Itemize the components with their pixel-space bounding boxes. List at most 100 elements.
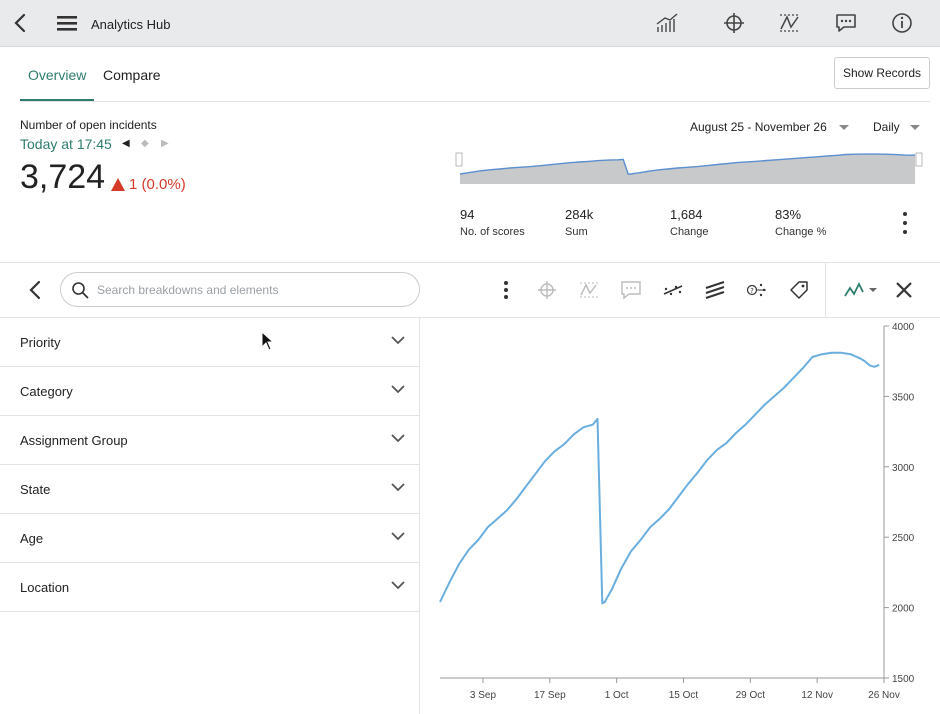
chevron-down-icon <box>391 336 405 345</box>
metric-time: Today at 17:45 <box>20 136 112 152</box>
breakdown-label: Assignment Group <box>20 432 128 448</box>
x-tick-label: 15 Oct <box>669 690 699 701</box>
close-icon[interactable] <box>892 278 916 302</box>
svg-text:?: ? <box>750 287 754 295</box>
stat-value: 284k <box>565 207 594 222</box>
stat-value: 94 <box>460 207 475 222</box>
breakdown-label: Age <box>20 530 44 546</box>
y-tick-label: 4000 <box>892 322 915 333</box>
more-options-icon[interactable] <box>898 212 912 234</box>
chevron-down-icon <box>391 434 405 443</box>
divider <box>825 263 826 317</box>
app-title: Analytics Hub <box>91 17 171 32</box>
breakdown-label: State <box>20 481 51 497</box>
stat-change-percent: 83% Change % <box>775 207 826 238</box>
breakdown-assignment-group[interactable]: Assignment Group <box>0 416 420 465</box>
y-tick-label: 3500 <box>892 392 915 403</box>
comments-icon[interactable] <box>619 278 643 302</box>
comments-icon[interactable] <box>833 10 859 36</box>
metric-label: Number of open incidents <box>20 118 157 132</box>
crosshair-icon[interactable] <box>721 10 747 36</box>
metric-value: 3,724 <box>20 158 106 196</box>
hide-gaps-icon[interactable] <box>703 278 727 302</box>
sparkline[interactable] <box>455 148 925 184</box>
breakdown-category[interactable]: Category <box>0 367 420 416</box>
next-score-icon[interactable]: ▶ <box>161 138 169 149</box>
back-icon[interactable] <box>24 278 48 302</box>
chevron-down-icon <box>391 581 405 590</box>
divider <box>0 317 940 318</box>
more-options-icon[interactable] <box>494 278 518 302</box>
tag-icon[interactable] <box>787 278 811 302</box>
search-input[interactable] <box>97 282 397 297</box>
sparkline-line <box>459 153 916 175</box>
back-icon[interactable] <box>8 10 34 36</box>
line-chart[interactable]: 4000 3500 3000 2500 2000 1500 3 Sep 17 Sep 1 Oct… <box>420 318 940 714</box>
breakdown-priority[interactable]: Priority <box>0 318 420 367</box>
search-icon <box>72 281 89 298</box>
stat-label: Sum <box>565 226 588 238</box>
forecast-icon[interactable] <box>577 278 601 302</box>
sparkline-area <box>460 154 916 184</box>
divider <box>419 318 420 714</box>
stat-label: Change % <box>775 226 827 238</box>
forecast-icon[interactable] <box>777 10 803 36</box>
stat-value: 1,684 <box>670 207 703 222</box>
stat-value: 83% <box>775 207 802 222</box>
show-records-button[interactable]: Show Records <box>834 57 930 89</box>
date-range-value: August 25 - November 26 <box>690 120 827 134</box>
period-select[interactable]: Daily <box>873 120 920 134</box>
x-tick-label: 12 Nov <box>801 690 833 701</box>
current-score-icon[interactable]: ◆ <box>141 138 149 149</box>
range-handle-left[interactable] <box>455 152 463 167</box>
y-tick-label: 2500 <box>892 533 915 544</box>
stat-label: Change <box>670 226 709 238</box>
tab-compare[interactable]: Compare <box>103 66 161 83</box>
previous-score-icon[interactable]: ◀ <box>122 138 130 149</box>
x-tick-label: 3 Sep <box>470 690 497 701</box>
x-tick-label: 1 Oct <box>605 690 629 701</box>
chevron-down-icon <box>838 124 849 130</box>
trendline-icon[interactable] <box>661 278 685 302</box>
breakdown-label: Priority <box>20 334 61 350</box>
breakdown-label: Location <box>20 579 70 595</box>
menu-icon[interactable] <box>54 10 80 36</box>
chevron-down-icon <box>909 124 920 130</box>
range-handle-right[interactable] <box>915 152 923 167</box>
question-scatter-icon[interactable]: ? <box>745 278 769 302</box>
divider <box>20 101 930 102</box>
y-tick-label: 3000 <box>892 463 915 474</box>
mouse-cursor-icon <box>261 331 275 351</box>
date-range-select[interactable]: August 25 - November 26 <box>690 120 849 134</box>
breakdown-age[interactable]: Age <box>0 514 420 563</box>
period-value: Daily <box>873 120 900 134</box>
chevron-down-icon <box>391 483 405 492</box>
metric-change-value: 1 (0.0%) <box>129 176 186 193</box>
y-tick-label: 1500 <box>892 674 915 685</box>
stat-sum: 284k Sum <box>565 207 593 238</box>
stat-label: No. of scores <box>460 226 525 238</box>
divider <box>0 262 940 263</box>
chart-type-select[interactable] <box>843 278 879 302</box>
metric-change: 1 (0.0%) <box>111 176 186 193</box>
search-box[interactable] <box>60 272 420 307</box>
chevron-down-icon <box>391 385 405 394</box>
trend-up-icon <box>111 178 125 191</box>
y-tick-label: 2000 <box>892 604 915 615</box>
x-tick-label: 26 Nov <box>868 690 900 701</box>
crosshair-icon[interactable] <box>535 278 559 302</box>
chevron-down-icon <box>391 532 405 541</box>
info-icon[interactable] <box>889 10 915 36</box>
x-tick-label: 17 Sep <box>534 690 566 701</box>
tab-bar: Overview Compare <box>19 47 940 102</box>
chart-icon[interactable] <box>654 10 680 36</box>
top-bar: Analytics Hub <box>0 0 940 47</box>
series-line <box>439 351 880 605</box>
breakdown-location[interactable]: Location <box>0 563 420 612</box>
stat-scores: 94 No. of scores <box>460 207 525 238</box>
breakdown-label: Category <box>20 383 73 399</box>
tab-overview[interactable]: Overview <box>19 47 95 102</box>
breakdown-state[interactable]: State <box>0 465 420 514</box>
x-tick-label: 29 Oct <box>736 690 766 701</box>
breakdown-list: Priority Category Assignment Group State… <box>0 318 420 612</box>
